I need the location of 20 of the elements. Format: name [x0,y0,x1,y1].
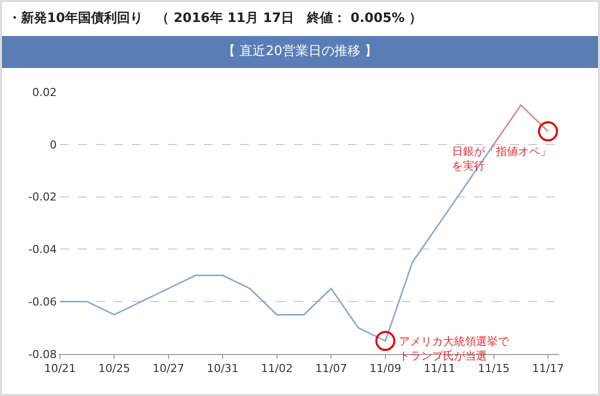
annotation: アメリカ大統領選挙でトランプ氏が当選 [399,335,510,362]
x-tick-label: 10/25 [98,362,130,376]
chart-subtitle: 【 直近20営業日の推移 】 [2,36,598,68]
x-tick-label: 10/21 [44,362,76,376]
annotation: 日銀が「指値オペ」を実行 [452,145,551,172]
y-tick-label: 0 [50,138,57,152]
y-tick-label: -0.02 [28,190,57,204]
x-tick-label: 11/09 [369,362,402,376]
x-tick-label: 11/15 [478,362,510,376]
x-tick-label: 11/17 [532,362,564,376]
x-tick-label: 11/02 [261,362,293,376]
y-tick-label: -0.04 [28,243,57,256]
x-tick-label: 10/31 [206,362,239,376]
x-tick-label: 11/07 [315,362,347,376]
y-tick-label: -0.08 [28,348,57,361]
chart-title: ・新発10年国債利回り （ 2016年 11月 17日 終値： 0.005% ） [7,10,424,28]
y-tick-label: 0.02 [32,86,57,99]
y-tick-label: -0.06 [28,295,57,308]
x-tick-label: 10/27 [152,362,184,376]
x-tick-label: 11/11 [424,362,456,376]
